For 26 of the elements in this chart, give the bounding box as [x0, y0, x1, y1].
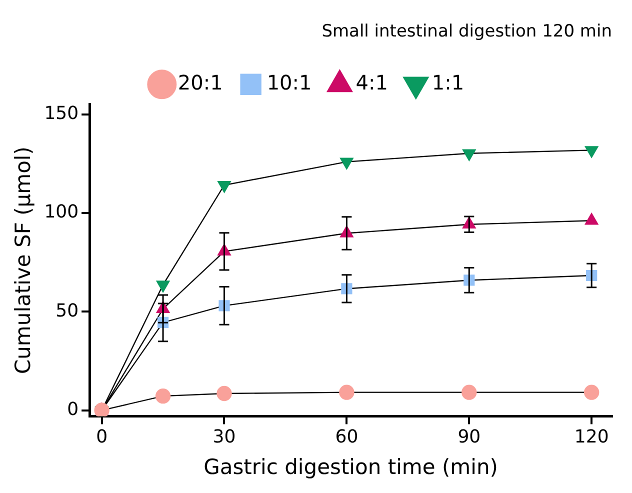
legend-label: 10:1 — [266, 70, 312, 95]
x-axis-title: Gastric digestion time (min) — [204, 454, 498, 479]
point — [462, 149, 476, 161]
x-tick-label: 120 — [574, 426, 609, 448]
y-tick-label: 100 — [44, 202, 79, 223]
chart-title: Small intestinal digestion 120 min — [322, 22, 612, 42]
point — [584, 384, 600, 400]
point — [218, 181, 231, 193]
point — [156, 280, 170, 292]
y-tick-label: 0 — [67, 398, 79, 420]
y-tick-label: 50 — [56, 300, 79, 322]
legend-label: 4:1 — [356, 70, 388, 95]
x-tick-label: 90 — [458, 426, 481, 448]
x-tick-label: 60 — [335, 426, 358, 448]
x-tick-label: 30 — [212, 426, 236, 448]
legend-label: 1:1 — [432, 70, 464, 95]
point — [340, 158, 354, 170]
point — [155, 388, 171, 404]
point — [216, 386, 232, 402]
point — [584, 146, 598, 158]
y-tick-label: 150 — [44, 102, 79, 124]
x-tick-label: 0 — [96, 426, 108, 448]
point — [339, 384, 354, 400]
point — [462, 384, 477, 400]
y-axis-title: Cumulative SF (µmol) — [11, 146, 36, 374]
legend-label: 20:1 — [178, 70, 223, 95]
